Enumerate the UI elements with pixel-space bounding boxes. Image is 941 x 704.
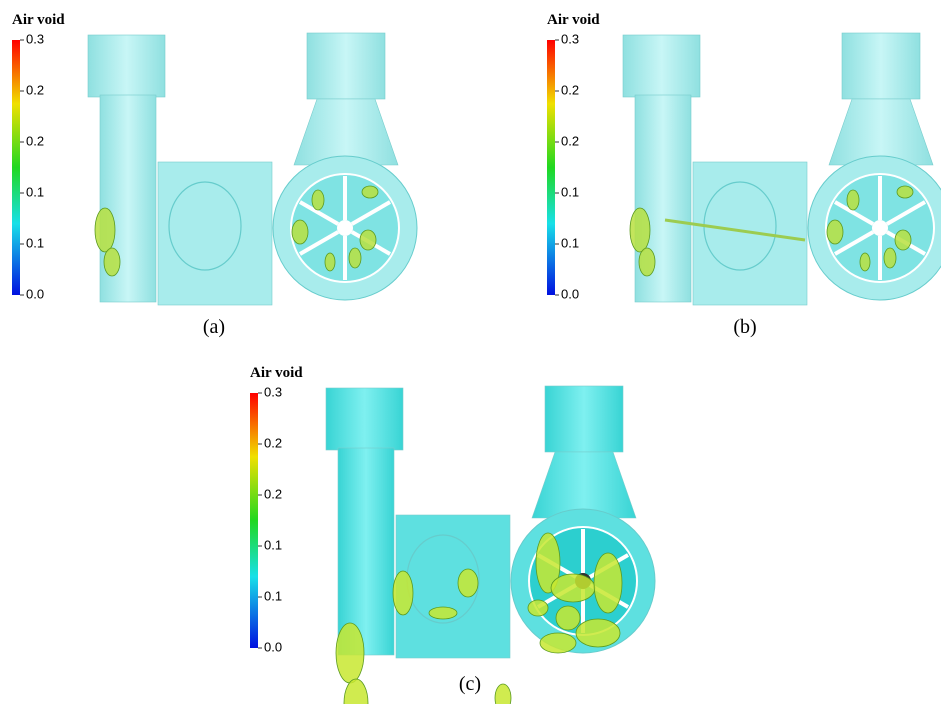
air-void-region — [639, 248, 655, 276]
air-void-region — [325, 253, 335, 271]
colorbar-tick-label: 0.1 — [561, 235, 579, 250]
air-void-region — [393, 571, 413, 615]
pipe-top — [307, 33, 385, 99]
pipe-inlet — [88, 35, 165, 97]
colorbar-title: Air void — [250, 365, 303, 381]
panel: Air void 0.3 0.2 0.2 0.1 0.1 0.0 (b) — [547, 12, 941, 338]
colorbar-tick-label: 0.3 — [26, 31, 44, 46]
colorbar-tick-label: 0.2 — [561, 82, 579, 97]
air-void-region — [336, 623, 364, 683]
pipe-inlet — [326, 388, 403, 450]
pipe-top — [545, 386, 623, 452]
air-void-region — [576, 619, 620, 647]
pipe-inlet — [623, 35, 700, 97]
colorbar-tick-label: 0.2 — [264, 435, 282, 450]
air-void-region — [458, 569, 478, 597]
panel-caption: (b) — [733, 316, 756, 338]
colorbar-tick-label: 0.0 — [264, 639, 282, 654]
colorbar — [12, 40, 20, 295]
air-void-region — [429, 607, 457, 619]
colorbar-title: Air void — [12, 12, 65, 28]
colorbar-tick-label: 0.2 — [26, 133, 44, 148]
colorbar-tick-label: 0.2 — [264, 486, 282, 501]
air-void-region — [95, 208, 115, 252]
air-void-region — [630, 208, 650, 252]
hub — [872, 220, 888, 236]
colorbar-tick-label: 0.1 — [264, 588, 282, 603]
panel-caption: (c) — [459, 673, 481, 695]
pipe-neck — [532, 452, 636, 518]
air-void-region — [884, 248, 896, 268]
air-void-region — [895, 230, 911, 250]
air-void-region — [362, 186, 378, 198]
air-void-region — [540, 633, 576, 653]
colorbar-tick-label: 0.1 — [264, 537, 282, 552]
air-void-region — [860, 253, 870, 271]
air-void-region — [360, 230, 376, 250]
air-void-region — [827, 220, 843, 244]
panel: Air void 0.3 0.2 0.2 0.1 0.1 0.0 (c) — [250, 365, 655, 704]
pipe-neck — [829, 99, 933, 165]
colorbar-title: Air void — [547, 12, 600, 28]
colorbar-tick-label: 0.1 — [26, 235, 44, 250]
air-void-region — [847, 190, 859, 210]
air-void-region — [594, 553, 622, 613]
air-void-region — [349, 248, 361, 268]
panel-caption: (a) — [203, 316, 225, 338]
colorbar-tick-label: 0.1 — [561, 184, 579, 199]
colorbar — [250, 393, 258, 648]
figure: Air void 0.3 0.2 0.2 0.1 0.1 0.0 (a) Air void 0.3… — [0, 0, 941, 704]
colorbar-tick-label: 0.2 — [561, 133, 579, 148]
air-void-region — [897, 186, 913, 198]
colorbar-tick-label: 0.1 — [26, 184, 44, 199]
air-void-region — [495, 684, 511, 704]
colorbar-tick-label: 0.3 — [561, 31, 579, 46]
colorbar — [547, 40, 555, 295]
hub — [337, 220, 353, 236]
air-void-region — [292, 220, 308, 244]
air-void-region — [104, 248, 120, 276]
pipe-top — [842, 33, 920, 99]
colorbar-tick-label: 0.2 — [26, 82, 44, 97]
colorbar-tick-label: 0.3 — [264, 384, 282, 399]
panel: Air void 0.3 0.2 0.2 0.1 0.1 0.0 (a) — [12, 12, 417, 338]
air-void-region — [556, 606, 580, 630]
pipe-neck — [294, 99, 398, 165]
air-void-region — [551, 574, 595, 602]
air-void-region — [312, 190, 324, 210]
colorbar-tick-label: 0.0 — [561, 286, 579, 301]
colorbar-tick-label: 0.0 — [26, 286, 44, 301]
air-void-region — [528, 600, 548, 616]
